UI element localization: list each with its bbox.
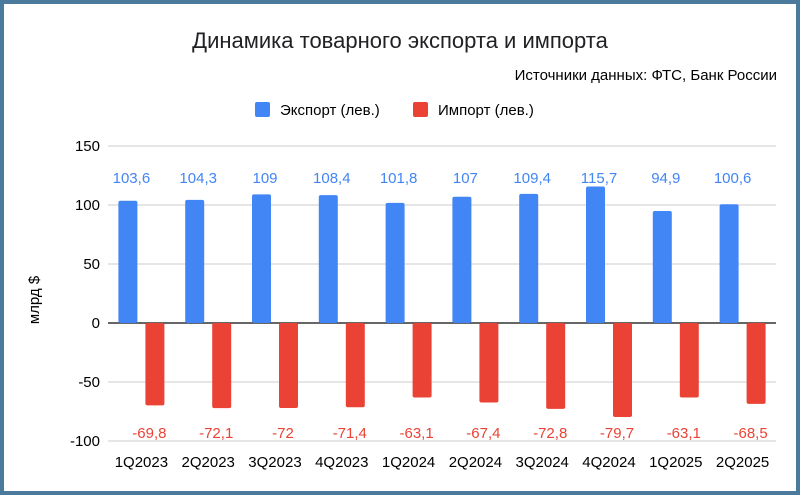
import-bar xyxy=(212,323,232,409)
import-bar xyxy=(279,323,298,408)
import-data-label: -63,1 xyxy=(399,425,433,442)
y-tick-label: 150 xyxy=(75,138,100,155)
export-bar xyxy=(118,200,138,323)
x-tick-label: 2Q2025 xyxy=(716,454,769,471)
export-data-label: 100,6 xyxy=(714,170,752,187)
export-data-label: 109,4 xyxy=(513,170,551,187)
export-data-label: 103,6 xyxy=(113,170,151,187)
import-bar xyxy=(479,323,499,403)
export-bar xyxy=(252,194,271,323)
legend-label-export: Экспорт (лев.) xyxy=(280,102,380,119)
import-bar xyxy=(746,323,766,404)
export-bar xyxy=(586,186,605,323)
legend-label-import: Импорт (лев.) xyxy=(438,102,534,119)
import-data-label: -72 xyxy=(272,425,294,442)
legend: Экспорт (лев.) Импорт (лев.) xyxy=(255,102,534,119)
export-bar xyxy=(318,195,338,323)
import-bar xyxy=(679,323,699,398)
import-data-label: -72,8 xyxy=(533,425,567,442)
x-tick-label: 1Q2023 xyxy=(115,454,168,471)
y-tick-label: 50 xyxy=(83,256,100,273)
export-data-label: 107 xyxy=(453,170,478,187)
export-bar xyxy=(652,211,672,323)
y-tick-label: -100 xyxy=(70,433,100,450)
x-tick-label: 3Q2023 xyxy=(248,454,301,471)
chart-title: Динамика товарного экспорта и импорта xyxy=(192,28,608,53)
import-data-label: -79,7 xyxy=(600,425,634,442)
data-labels: 103,6 -69,8 104,3 -72,1 109 -72 108,4 -71,4 101,… xyxy=(113,170,768,442)
export-bar xyxy=(719,204,739,323)
import-data-label: -72,1 xyxy=(199,425,233,442)
x-tick-label: 1Q2024 xyxy=(382,454,435,471)
x-tick-label: 4Q2023 xyxy=(315,454,368,471)
bars xyxy=(118,186,766,418)
x-tick-label: 3Q2024 xyxy=(516,454,569,471)
y-tick-label: 0 xyxy=(92,315,100,332)
import-bar xyxy=(145,323,165,406)
import-bar xyxy=(412,323,432,398)
export-data-label: 108,4 xyxy=(313,170,351,187)
export-bar xyxy=(519,193,539,323)
import-bar xyxy=(613,323,632,418)
y-axis-label: млрд $ xyxy=(26,275,43,324)
y-axis-ticks: 150 100 50 0 -50 -100 xyxy=(70,138,100,450)
import-bar xyxy=(345,323,365,408)
export-data-label: 109 xyxy=(252,170,277,187)
import-data-label: -67,4 xyxy=(466,425,500,442)
legend-swatch-import xyxy=(413,102,428,117)
export-data-label: 101,8 xyxy=(380,170,418,187)
x-tick-label: 2Q2023 xyxy=(182,454,235,471)
x-tick-label: 2Q2024 xyxy=(449,454,502,471)
export-data-label: 94,9 xyxy=(651,170,680,187)
import-data-label: -71,4 xyxy=(333,425,367,442)
import-data-label: -69,8 xyxy=(132,425,166,442)
export-bar xyxy=(452,196,472,323)
y-tick-label: -50 xyxy=(78,374,100,391)
export-bar xyxy=(185,199,205,323)
import-bar xyxy=(546,323,566,409)
export-data-label: 104,3 xyxy=(179,170,217,187)
export-data-label: 115,7 xyxy=(581,170,617,187)
x-tick-label: 1Q2025 xyxy=(649,454,702,471)
y-tick-label: 100 xyxy=(75,197,100,214)
chart-subtitle: Источники данных: ФТС, Банк России xyxy=(515,67,777,84)
import-data-label: -68,5 xyxy=(733,425,767,442)
legend-swatch-export xyxy=(255,102,270,117)
export-bar xyxy=(385,202,405,323)
grid xyxy=(108,145,776,442)
x-tick-label: 4Q2024 xyxy=(582,454,635,471)
x-axis-ticks: 1Q2023 2Q2023 3Q2023 4Q2023 1Q2024 2Q2024 3Q20… xyxy=(115,454,770,471)
import-data-label: -63,1 xyxy=(667,425,701,442)
